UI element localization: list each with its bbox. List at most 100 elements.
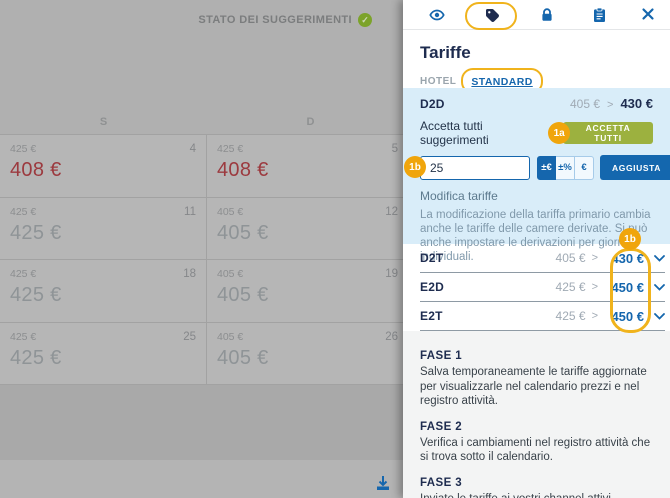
rate-new-value: 430 € bbox=[620, 96, 653, 111]
unit-euro[interactable]: € bbox=[575, 155, 594, 180]
old-price: 405 € bbox=[217, 330, 244, 343]
column-header-sunday: D bbox=[306, 116, 315, 128]
day-number: 12 bbox=[385, 205, 398, 218]
adjust-row: 1b ±€ ±% € AGGIUSTA bbox=[404, 155, 670, 180]
adjust-amount-input[interactable] bbox=[420, 155, 530, 180]
current-price: 408 € bbox=[217, 159, 269, 181]
panel-title: Tariffe bbox=[420, 43, 471, 62]
chevron-down-icon[interactable] bbox=[654, 254, 665, 262]
tariffe-panel: Tariffe HOTEL STANDARD D2D 405 € > 430 €… bbox=[403, 0, 670, 498]
hotel-rate-link[interactable]: STANDARD bbox=[471, 76, 533, 88]
step-title: FASE 2 bbox=[420, 420, 463, 433]
rate-old-value: 425 € bbox=[555, 280, 586, 294]
accept-all-label: Accetta tutti suggerimenti bbox=[420, 119, 489, 147]
success-check-icon: ✓ bbox=[358, 13, 372, 27]
rate-new-value: 430 € bbox=[611, 250, 644, 266]
close-icon[interactable] bbox=[641, 7, 657, 23]
download-icon[interactable] bbox=[374, 474, 392, 492]
calendar-lower-band bbox=[0, 385, 403, 460]
rate-code: D2T bbox=[420, 251, 444, 265]
accept-all-button[interactable]: ACCETTA TUTTI bbox=[563, 122, 653, 144]
current-price: 405 € bbox=[217, 346, 269, 369]
step-fase-2: FASE 2 Verifica i cambiamenti nel regist… bbox=[420, 421, 653, 465]
old-price: 405 € bbox=[217, 268, 244, 280]
suggestions-status-label: STATO DEI SUGGERIMENTI bbox=[198, 14, 352, 26]
day-number: 19 bbox=[385, 268, 398, 280]
rate-code: D2D bbox=[420, 97, 445, 111]
old-price: 425 € bbox=[10, 268, 37, 280]
suggestion-box: D2D 405 € > 430 € Accetta tutti suggerim… bbox=[403, 88, 670, 263]
accept-all-row: Accetta tutti suggerimenti 1a ACCETTA TU… bbox=[420, 119, 653, 147]
step-title: FASE 1 bbox=[420, 350, 463, 362]
old-price: 425 € bbox=[217, 143, 244, 155]
modify-rates-title: Modifica tariffe bbox=[420, 189, 498, 203]
chevron-down-icon[interactable] bbox=[654, 283, 665, 291]
old-price: 425 € bbox=[10, 330, 37, 343]
step-fase-3: FASE 3 Inviate le tariffe ai vostri chan… bbox=[420, 477, 653, 498]
day-number: 25 bbox=[183, 330, 196, 343]
calendar-day-cell[interactable]: 405 € 12 405 € bbox=[207, 197, 414, 260]
calendar-day-cell[interactable]: 405 € 19 405 € bbox=[207, 260, 414, 323]
calendar-day-cell[interactable]: 425 € 18 425 € bbox=[0, 260, 207, 323]
arrow-glyph: > bbox=[591, 281, 598, 293]
weekday-header-row: S D bbox=[0, 116, 414, 128]
arrow-glyph: > bbox=[607, 99, 614, 111]
current-price: 425 € bbox=[10, 221, 62, 244]
current-price: 408 € bbox=[10, 159, 62, 181]
unit-plusminus-euro[interactable]: ±€ bbox=[537, 155, 556, 180]
chevron-down-icon[interactable] bbox=[654, 312, 665, 320]
day-number: 26 bbox=[385, 330, 398, 343]
day-number: 4 bbox=[189, 143, 196, 155]
rate-code: E2D bbox=[420, 280, 444, 294]
eye-icon[interactable] bbox=[429, 7, 445, 23]
annotation-badge-1b: 1b bbox=[404, 156, 426, 178]
calendar-day-cell[interactable]: 425 € 5 408 € bbox=[207, 135, 414, 198]
old-price: 405 € bbox=[217, 205, 244, 218]
rate-new-value: 450 € bbox=[611, 279, 644, 295]
tag-icon[interactable] bbox=[484, 7, 500, 23]
annotation-badge-1b: 1b bbox=[619, 228, 641, 250]
step-text: Verifica i cambiamenti nel registro atti… bbox=[420, 436, 651, 464]
arrow-glyph: > bbox=[591, 252, 598, 264]
day-number: 18 bbox=[183, 268, 196, 280]
step-title: FASE 3 bbox=[420, 476, 463, 489]
suggestions-status: STATO DEI SUGGERIMENTI ✓ bbox=[0, 13, 372, 27]
current-price: 405 € bbox=[217, 284, 269, 306]
step-fase-1: FASE 1 Salva temporaneamente le tariffe … bbox=[420, 350, 653, 409]
rate-new-value: 450 € bbox=[611, 308, 644, 324]
calendar-footer-strip bbox=[0, 460, 403, 498]
rate-old-value: 425 € bbox=[555, 309, 586, 323]
adjust-button[interactable]: AGGIUSTA bbox=[600, 155, 670, 180]
calendar-grid: 425 € 4 408 € 425 € 5 408 € 425 € 11 425 € … bbox=[0, 134, 414, 385]
rate-code: E2T bbox=[420, 309, 443, 323]
annotation-badge-1a: 1a bbox=[548, 122, 571, 144]
rate-row-d2t: D2T 405 € > 430 € bbox=[420, 244, 665, 273]
calendar-day-cell[interactable]: 425 € 25 425 € bbox=[0, 322, 207, 385]
column-header-saturday: S bbox=[99, 116, 108, 128]
day-number: 11 bbox=[184, 205, 196, 218]
workflow-steps: FASE 1 Salva temporaneamente le tariffe … bbox=[403, 331, 670, 498]
current-price: 425 € bbox=[10, 284, 62, 306]
current-price: 405 € bbox=[217, 221, 269, 244]
day-number: 5 bbox=[391, 143, 398, 155]
old-price: 425 € bbox=[10, 205, 37, 218]
hotel-label: HOTEL bbox=[420, 75, 457, 87]
modify-rates-description: La modificazione della tariffa primario … bbox=[420, 209, 651, 263]
calendar-day-cell[interactable]: 425 € 4 408 € bbox=[0, 135, 207, 198]
clipboard-icon[interactable] bbox=[592, 7, 608, 23]
suggestion-row-d2d: D2D 405 € > 430 € bbox=[420, 96, 653, 111]
step-text: Salva temporaneamente le tariffe aggiorn… bbox=[420, 366, 647, 407]
current-price: 425 € bbox=[10, 346, 62, 369]
step-text: Inviate le tariffe ai vostri channel att… bbox=[420, 492, 653, 498]
arrow-glyph: > bbox=[591, 310, 598, 322]
unit-plusminus-percent[interactable]: ±% bbox=[556, 155, 575, 180]
derived-rates-list: D2T 405 € > 430 € E2D 425 € > 450 € E2 bbox=[403, 244, 670, 331]
rate-row-e2t: E2T 425 € > 450 € bbox=[420, 302, 665, 331]
calendar-day-cell[interactable]: 425 € 11 425 € bbox=[0, 197, 207, 260]
rate-old-value: 405 € bbox=[555, 251, 586, 265]
rate-row-e2d: E2D 425 € > 450 € bbox=[420, 273, 665, 302]
lock-icon[interactable] bbox=[539, 7, 555, 23]
calendar-day-cell[interactable]: 405 € 26 405 € bbox=[207, 322, 414, 385]
panel-toolbar bbox=[403, 0, 670, 30]
